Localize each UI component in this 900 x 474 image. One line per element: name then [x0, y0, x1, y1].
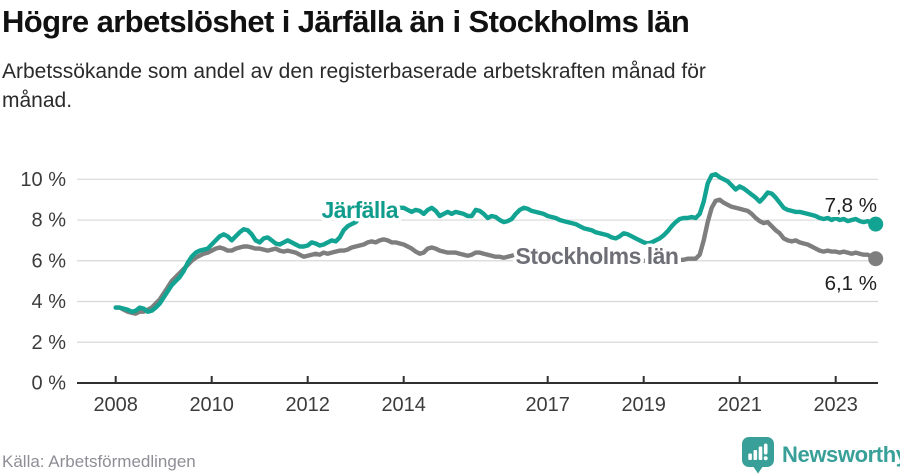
y-axis-label: 0 % [32, 373, 67, 395]
newsworthy-brand-name: Newsworthy [782, 442, 900, 467]
end-dot-stockholms-lan [868, 251, 884, 267]
y-axis-label: 4 % [32, 291, 67, 313]
y-axis-label: 6 % [32, 250, 67, 272]
chart-subtitle: Arbetssökande som andel av den registerb… [2, 57, 862, 115]
logo-exclamation-dot [763, 456, 768, 461]
x-axis-label: 2014 [381, 394, 426, 416]
series-label-stockholms-lan: Stockholms län [516, 243, 679, 269]
series-label-jarfalla: Järfälla [321, 197, 398, 223]
x-axis-label: 2008 [93, 394, 138, 416]
newsworthy-logo-icon [742, 437, 774, 474]
subtitle-line-2: månad. [2, 89, 73, 112]
end-value-stockholms-lan: 6,1 % [825, 272, 877, 295]
end-value-jarfalla: 7,8 % [825, 194, 877, 217]
source-note: Källa: Arbetsförmedlingen [2, 452, 196, 471]
end-dot-jarfalla [868, 216, 884, 232]
y-axis-label: 8 % [32, 210, 67, 232]
x-axis-label: 2012 [285, 394, 330, 416]
x-axis-label: 2019 [621, 394, 666, 416]
x-axis-label: 2021 [717, 394, 762, 416]
y-axis-label: 2 % [32, 332, 67, 354]
x-axis-label: 2023 [813, 394, 858, 416]
logo-bar-tall [758, 446, 763, 460]
series-line-stockholms-lan [113, 197, 878, 316]
x-axis-label: 2010 [189, 394, 234, 416]
newsworthy-logo[interactable]: Newsworthy [741, 436, 900, 474]
series-line-jarfalla [113, 171, 878, 314]
logo-bar-medium [753, 450, 758, 460]
page-title: Högre arbetslöshet i Järfälla än i Stock… [2, 4, 690, 39]
subtitle-line-1: Arbetssökande som andel av den registerb… [2, 60, 706, 83]
x-axis-label: 2017 [525, 394, 570, 416]
logo-exclamation-stem [763, 443, 768, 455]
logo-bar-small [748, 453, 752, 460]
y-axis-label: 10 % [20, 169, 66, 191]
